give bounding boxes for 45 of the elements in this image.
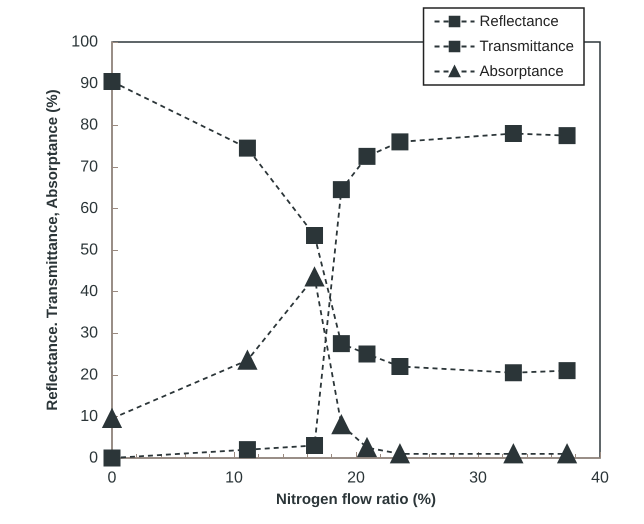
point xyxy=(358,346,376,362)
x-tick-label: 40 xyxy=(591,470,609,486)
point xyxy=(504,444,523,464)
point xyxy=(391,133,408,150)
x-tick-label: 30 xyxy=(469,470,487,486)
point xyxy=(104,450,120,466)
y-tick-label: 0 xyxy=(89,450,98,466)
point xyxy=(238,350,257,370)
y-tick-label: 70 xyxy=(80,158,98,176)
point xyxy=(305,268,324,287)
point xyxy=(238,140,256,157)
y-tick-label: 20 xyxy=(80,366,98,384)
legend-label: Transmittance xyxy=(480,38,574,55)
point xyxy=(504,364,522,382)
point xyxy=(357,438,376,458)
y-tick-label: 90 xyxy=(80,75,98,92)
point xyxy=(332,415,351,434)
y-tick-label: 100 xyxy=(71,34,98,50)
y-tick-label: 80 xyxy=(80,116,98,134)
y-tick-label: 40 xyxy=(80,283,98,300)
y-tick-label: 30 xyxy=(80,324,98,342)
point xyxy=(558,362,576,380)
point xyxy=(104,73,120,90)
point xyxy=(238,441,256,458)
x-tick-label: 0 xyxy=(108,470,117,486)
x-tick-label: 20 xyxy=(347,470,365,486)
point xyxy=(102,408,122,428)
point xyxy=(558,444,577,464)
point xyxy=(391,358,408,375)
point xyxy=(332,181,350,198)
y-tick-label: 60 xyxy=(80,200,98,217)
point xyxy=(390,444,410,464)
point xyxy=(558,127,576,144)
y-tick-label: 10 xyxy=(80,408,98,425)
legend-label: Reflectance xyxy=(480,13,559,30)
legend-label: Absorptance xyxy=(480,63,564,80)
point xyxy=(306,437,324,454)
y-axis-title: Reflectance. Transmittance, Absorptance (%) xyxy=(44,89,61,411)
x-tick-label: 10 xyxy=(225,470,243,486)
point xyxy=(504,125,522,142)
point xyxy=(306,226,324,244)
point xyxy=(358,148,376,165)
y-tick-label: 50 xyxy=(80,242,98,258)
x-axis-title: Nitrogen flow ratio (%) xyxy=(276,491,436,508)
point xyxy=(332,335,350,352)
